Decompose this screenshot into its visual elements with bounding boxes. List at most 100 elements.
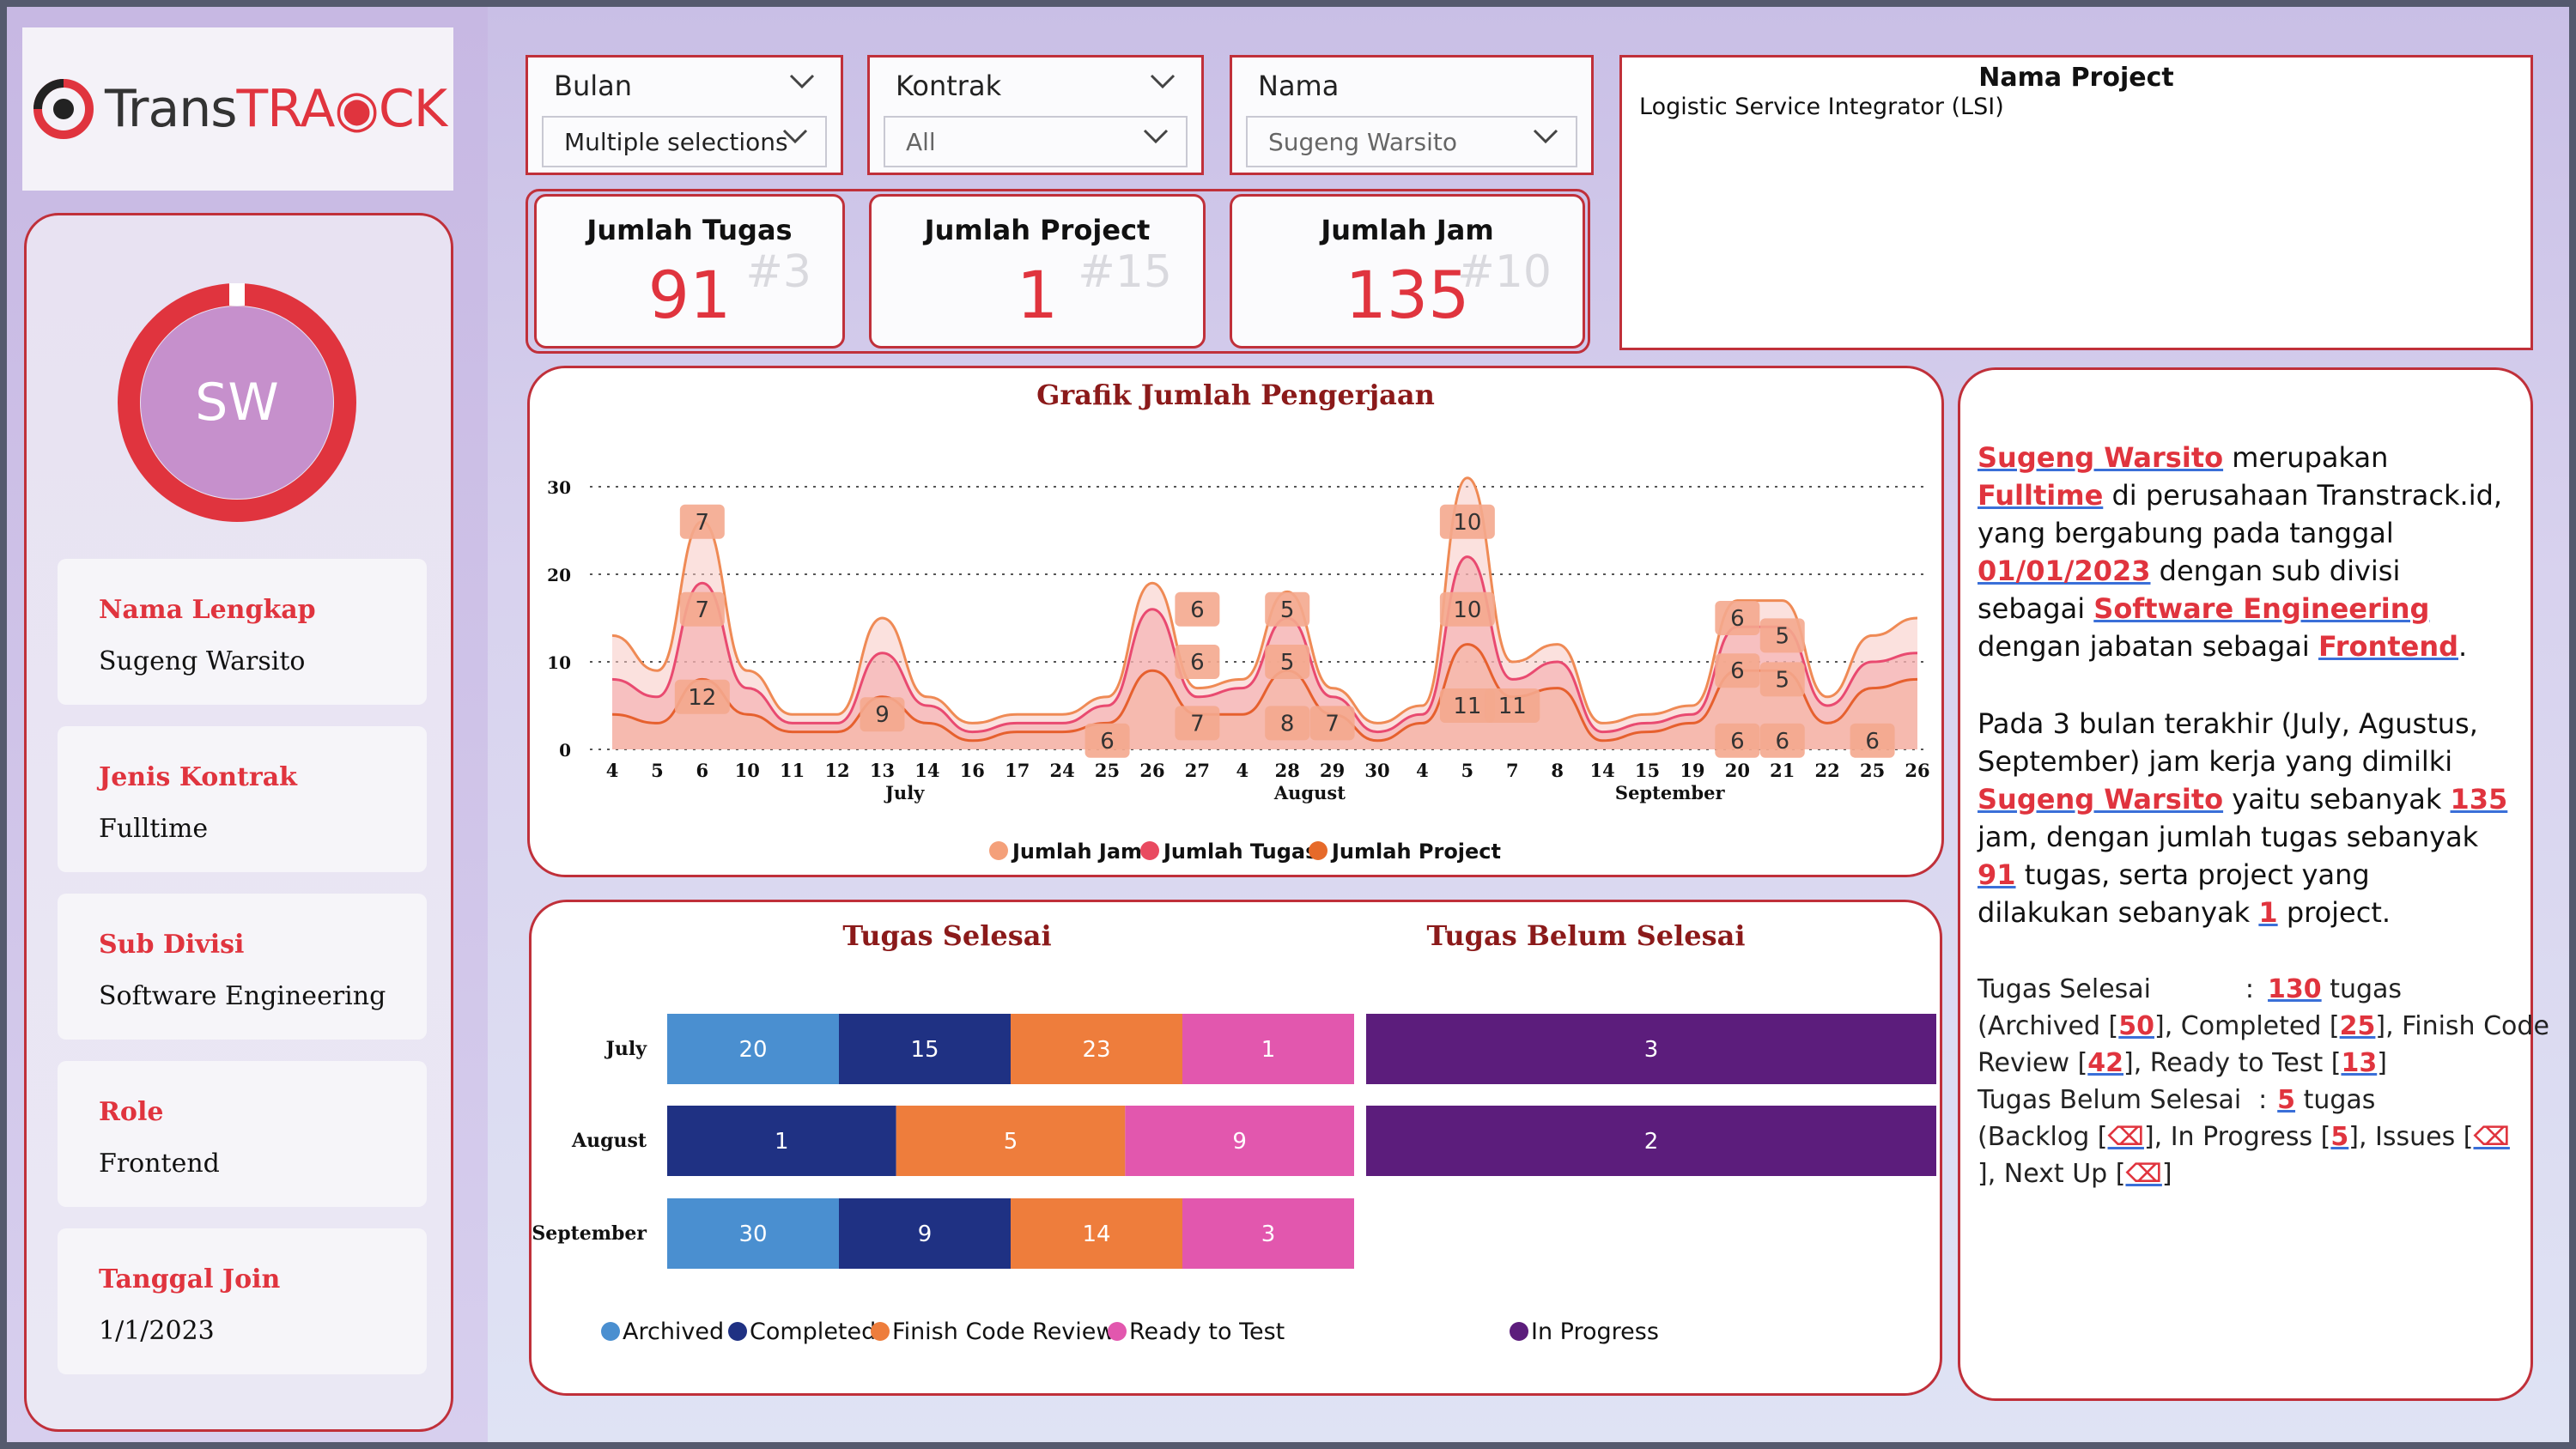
kpi-title: Jumlah Project [924,214,1151,246]
x-tick-label: 26 [1905,760,1929,781]
x-tick-label: 5 [651,760,664,781]
bar-value-label: 9 [918,1222,933,1247]
bar-value-label: 30 [738,1222,767,1247]
data-label-box [1175,645,1220,679]
series-area [612,644,1917,749]
data-label-box [1485,688,1540,723]
chevron-down-icon[interactable] [782,128,808,145]
info-card-jenis-kontrak: Jenis Kontrak Fulltime [58,726,427,872]
kpi-jumlah-tugas: Jumlah Tugas #3 91 [534,194,845,349]
data-label: 5 [1280,597,1295,623]
bar-segment [667,1198,839,1269]
legend-dot [601,1322,620,1341]
legend-dot [1108,1322,1127,1341]
data-label-box [1759,662,1805,697]
x-tick-label: 24 [1050,760,1075,781]
bar-value-label: 20 [738,1037,767,1063]
data-label: 7 [1325,711,1340,737]
bar-value-label: 9 [1232,1129,1247,1155]
x-tick-label: 25 [1095,760,1120,781]
chevron-down-icon[interactable] [1533,128,1558,145]
bar-value-label: 1 [1261,1037,1276,1063]
left-panel: TransTRA◉CK SW Nama Lengkap Sugeng Warsi… [7,7,488,1442]
kontrak-dropdown[interactable]: All [884,116,1188,167]
category-label: August [571,1130,647,1152]
nama-dropdown[interactable]: Sugeng Warsito [1246,116,1577,167]
dropdown-value: Sugeng Warsito [1268,128,1457,156]
dropdown-value: All [906,128,936,156]
filter-bulan: Bulan Multiple selections [526,55,843,175]
kpi-rank: #3 [745,246,811,298]
bar-segment [1011,1198,1182,1269]
data-label: 12 [688,685,716,711]
logo: TransTRA◉CK [22,27,453,191]
kpi-title: Jumlah Jam [1321,214,1494,246]
chevron-down-icon[interactable] [1150,73,1176,90]
legend-dot [871,1322,890,1341]
data-label: 5 [1280,650,1295,676]
data-label-box [1265,706,1310,741]
chevron-down-icon[interactable] [789,73,815,90]
kpi-value: 135 [1345,257,1470,333]
data-label-box [679,591,725,627]
data-label-box [1175,591,1220,627]
info-label: Role [99,1097,164,1127]
bar-segment [839,1198,1011,1269]
data-label-box [1309,706,1355,741]
category-label: July [604,1038,647,1060]
filter-nama: Nama Sugeng Warsito [1230,55,1594,175]
data-label: 6 [1730,729,1745,755]
dropdown-value: Multiple selections [564,128,788,156]
bar-value-label: 1 [775,1129,789,1155]
x-tick-label: 7 [1506,760,1519,781]
info-card-nama-lengkap: Nama Lengkap Sugeng Warsito [58,559,427,705]
info-value: Software Engineering [99,981,386,1011]
hidden-value-icon: ⌫ [2107,1122,2144,1152]
data-label-box [1439,591,1495,627]
y-tick-label: 0 [559,740,571,761]
hidden-value-icon: ⌫ [2473,1122,2510,1152]
info-card-sub-divisi: Sub Divisi Software Engineering [58,894,427,1040]
legend-label: Finish Code Review [892,1319,1115,1345]
hidden-value-icon: ⌫ [2125,1159,2162,1189]
bar-value-label: 2 [1644,1129,1659,1155]
data-label: 10 [1453,597,1481,623]
legend-label: Archived [623,1319,724,1345]
logo-text: TransTRA◉CK [104,79,447,139]
data-label: 6 [1100,729,1115,755]
legend-dot [728,1322,747,1341]
kpi-jumlah-project: Jumlah Project #15 1 [869,194,1206,349]
x-tick-label: 5 [1461,760,1474,781]
x-tick-label: 27 [1185,760,1210,781]
data-label: 7 [696,510,710,536]
x-tick-label: 21 [1770,760,1795,781]
info-label: Tanggal Join [99,1264,281,1294]
data-label-box [1759,723,1805,758]
legend-label: Completed [750,1319,876,1345]
data-label-box [1715,723,1760,758]
legend-label: Ready to Test [1129,1319,1285,1345]
x-tick-label: 10 [735,760,760,781]
x-tick-label: 19 [1680,760,1704,781]
data-label-box [1439,688,1495,723]
bar-segment [667,1014,839,1084]
month-label: August [1273,782,1346,803]
info-card-role: Role Frontend [58,1061,427,1207]
chevron-down-icon[interactable] [1143,128,1169,145]
data-label: 11 [1498,694,1527,719]
data-label: 6 [1730,606,1745,632]
data-label: 6 [1190,650,1205,676]
bar-segment [1182,1014,1354,1084]
data-label-box [674,679,730,714]
series-line [611,555,1918,734]
transtrack-logo-icon [33,79,94,139]
data-label: 10 [1453,510,1481,536]
x-tick-label: 25 [1860,760,1885,781]
legend-label: Jumlah Project [1330,840,1501,864]
description-paragraph-1: Sugeng Warsito merupakan Fulltime di per… [1978,441,2503,663]
bulan-dropdown[interactable]: Multiple selections [542,116,827,167]
data-label-box [860,697,905,732]
month-label: July [884,782,925,803]
kpi-jumlah-jam: Jumlah Jam #10 135 [1230,194,1585,349]
data-label-box [1715,653,1760,688]
